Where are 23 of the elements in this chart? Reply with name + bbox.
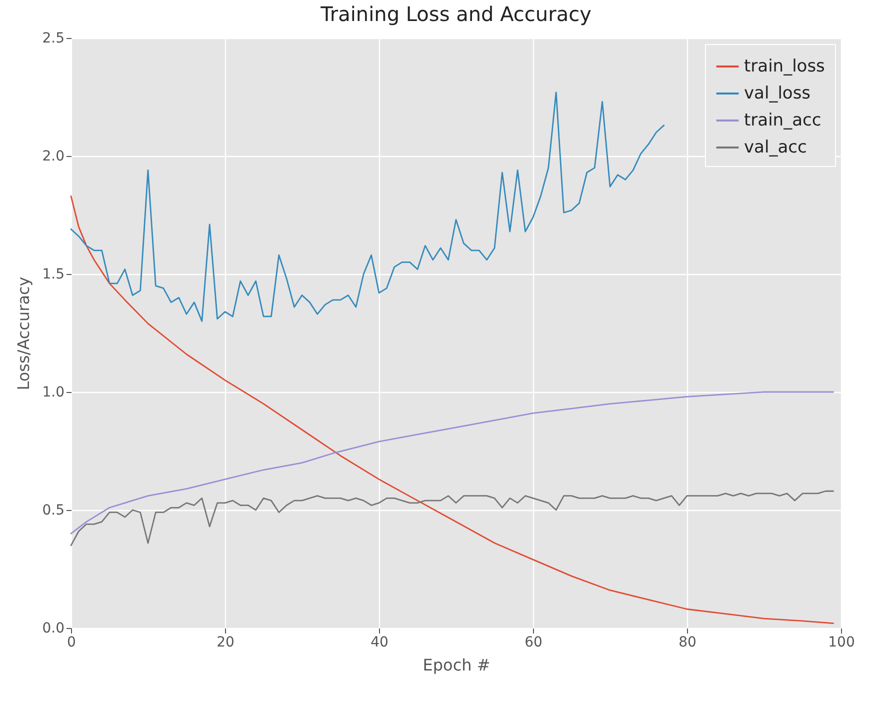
line-series xyxy=(70,195,834,624)
y-tick-label: 2.0 xyxy=(42,148,64,164)
y-tick-label: 1.5 xyxy=(42,266,64,282)
line-series xyxy=(70,92,665,322)
y-tick-label: 0.0 xyxy=(42,620,64,636)
x-tick-label: 100 xyxy=(828,634,855,650)
legend-label: train_acc xyxy=(744,110,822,130)
line-series xyxy=(70,391,834,534)
y-tick-label: 2.5 xyxy=(42,30,64,46)
legend-label: val_acc xyxy=(744,138,807,158)
x-tick-label: 60 xyxy=(524,634,542,650)
y-tick-label: 1.0 xyxy=(42,384,64,400)
legend-label: val_loss xyxy=(744,84,811,104)
x-tick-label: 20 xyxy=(216,634,234,650)
x-tick-label: 40 xyxy=(370,634,388,650)
x-tick-label: 80 xyxy=(678,634,696,650)
legend-label: train_loss xyxy=(744,56,826,76)
y-tick-label: 0.5 xyxy=(42,502,64,518)
chart-title: Training Loss and Accuracy xyxy=(320,2,592,26)
y-axis-title: Loss/Accuracy xyxy=(14,276,34,390)
x-axis-title: Epoch # xyxy=(422,656,490,674)
x-tick-label: 0 xyxy=(67,634,76,650)
line-series xyxy=(70,490,834,546)
